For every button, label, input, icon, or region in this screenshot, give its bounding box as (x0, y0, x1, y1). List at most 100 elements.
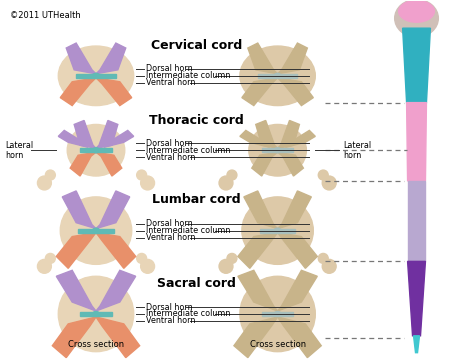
Polygon shape (256, 121, 278, 148)
Polygon shape (58, 130, 88, 147)
Polygon shape (78, 229, 114, 233)
Ellipse shape (318, 170, 328, 180)
Polygon shape (278, 152, 303, 176)
Text: Lateral
horn: Lateral horn (343, 140, 371, 160)
Ellipse shape (322, 176, 336, 190)
Polygon shape (76, 74, 116, 78)
Polygon shape (403, 28, 430, 102)
Ellipse shape (240, 276, 315, 352)
Ellipse shape (137, 170, 147, 180)
Polygon shape (240, 130, 270, 147)
Polygon shape (286, 130, 315, 147)
Polygon shape (262, 148, 293, 152)
Text: Dorsal horn: Dorsal horn (146, 219, 192, 228)
Ellipse shape (141, 176, 154, 190)
Polygon shape (248, 43, 278, 74)
Polygon shape (96, 270, 136, 311)
Text: ©2011 UTHealth: ©2011 UTHealth (9, 11, 81, 20)
Text: Intermediate column: Intermediate column (146, 146, 230, 155)
Text: Ventral horn: Ventral horn (146, 153, 195, 162)
Ellipse shape (60, 197, 132, 264)
Text: Dorsal horn: Dorsal horn (146, 64, 192, 73)
Ellipse shape (399, 0, 434, 22)
Ellipse shape (45, 253, 55, 264)
Polygon shape (66, 43, 96, 74)
Polygon shape (80, 312, 112, 316)
Polygon shape (60, 78, 96, 106)
Text: Cross section: Cross section (250, 340, 306, 349)
Polygon shape (104, 130, 134, 147)
Polygon shape (56, 270, 96, 311)
Polygon shape (56, 233, 96, 268)
Polygon shape (52, 317, 96, 358)
Ellipse shape (227, 253, 237, 264)
Ellipse shape (141, 260, 154, 273)
Polygon shape (96, 121, 118, 148)
Text: Intermediate column: Intermediate column (146, 310, 230, 319)
Polygon shape (238, 270, 278, 311)
Text: Intermediate column: Intermediate column (146, 71, 230, 80)
Ellipse shape (37, 260, 51, 273)
Text: Thoracic cord: Thoracic cord (149, 114, 243, 127)
Polygon shape (62, 191, 96, 229)
Polygon shape (74, 121, 96, 148)
Polygon shape (278, 121, 299, 148)
Text: Ventral horn: Ventral horn (146, 78, 195, 87)
Ellipse shape (274, 73, 281, 78)
Polygon shape (260, 229, 296, 233)
Polygon shape (96, 152, 122, 176)
Ellipse shape (93, 311, 99, 316)
Polygon shape (252, 152, 278, 176)
Polygon shape (70, 152, 96, 176)
Polygon shape (407, 102, 427, 181)
Ellipse shape (274, 148, 281, 153)
Text: Cervical cord: Cervical cord (151, 38, 242, 51)
Ellipse shape (395, 0, 438, 37)
Text: Intermediate column: Intermediate column (146, 226, 230, 235)
Ellipse shape (240, 46, 315, 106)
Ellipse shape (37, 176, 51, 190)
Ellipse shape (58, 46, 134, 106)
Polygon shape (80, 148, 112, 152)
Polygon shape (244, 191, 278, 229)
Polygon shape (96, 78, 132, 106)
Polygon shape (408, 181, 425, 261)
Text: Cross section: Cross section (68, 340, 124, 349)
Polygon shape (96, 191, 130, 229)
Polygon shape (242, 78, 278, 106)
Polygon shape (96, 317, 140, 358)
Text: Sacral cord: Sacral cord (157, 277, 236, 290)
Polygon shape (234, 317, 278, 358)
Ellipse shape (219, 176, 233, 190)
Polygon shape (278, 43, 307, 74)
Ellipse shape (274, 228, 281, 233)
Text: Dorsal horn: Dorsal horn (146, 303, 192, 312)
Ellipse shape (322, 260, 336, 273)
Ellipse shape (274, 311, 281, 316)
Polygon shape (278, 270, 317, 311)
Ellipse shape (93, 73, 99, 78)
Text: Ventral horn: Ventral horn (146, 233, 195, 242)
Ellipse shape (318, 253, 328, 264)
Polygon shape (278, 191, 311, 229)
Text: Lateral
horn: Lateral horn (6, 140, 34, 160)
Ellipse shape (67, 125, 125, 176)
Polygon shape (238, 233, 278, 268)
Polygon shape (278, 233, 317, 268)
Ellipse shape (45, 170, 55, 180)
Polygon shape (278, 317, 321, 358)
Polygon shape (414, 336, 419, 353)
Text: Ventral horn: Ventral horn (146, 316, 195, 325)
Ellipse shape (219, 260, 233, 273)
Ellipse shape (242, 197, 313, 264)
Polygon shape (258, 74, 297, 78)
Ellipse shape (93, 148, 99, 153)
Polygon shape (408, 261, 425, 336)
Ellipse shape (137, 253, 147, 264)
Ellipse shape (249, 125, 306, 176)
Polygon shape (96, 233, 136, 268)
Text: Dorsal horn: Dorsal horn (146, 139, 192, 148)
Ellipse shape (93, 228, 99, 233)
Text: Lumbar cord: Lumbar cord (152, 193, 241, 206)
Ellipse shape (58, 276, 134, 352)
